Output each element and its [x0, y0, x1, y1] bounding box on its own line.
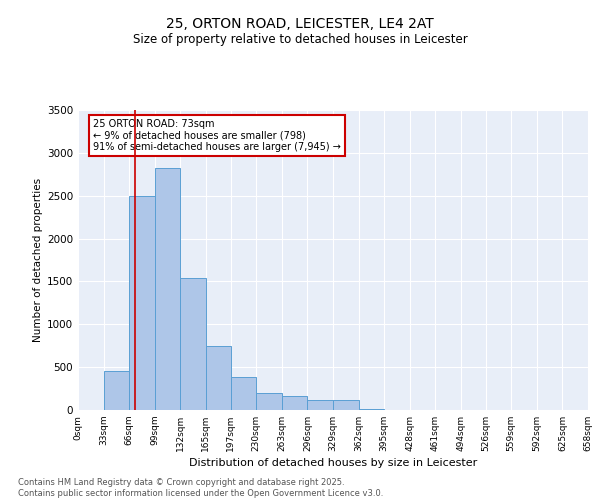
Text: Size of property relative to detached houses in Leicester: Size of property relative to detached ho… — [133, 32, 467, 46]
Bar — [206, 346, 230, 410]
Text: 25 ORTON ROAD: 73sqm
← 9% of detached houses are smaller (798)
91% of semi-detac: 25 ORTON ROAD: 73sqm ← 9% of detached ho… — [94, 119, 341, 152]
Text: Contains HM Land Registry data © Crown copyright and database right 2025.
Contai: Contains HM Land Registry data © Crown c… — [18, 478, 383, 498]
Bar — [155, 168, 181, 410]
Bar — [359, 409, 384, 410]
Bar — [230, 378, 256, 410]
Bar — [282, 396, 307, 410]
Y-axis label: Number of detached properties: Number of detached properties — [33, 178, 43, 342]
Bar — [181, 278, 206, 410]
Text: 25, ORTON ROAD, LEICESTER, LE4 2AT: 25, ORTON ROAD, LEICESTER, LE4 2AT — [166, 18, 434, 32]
Bar — [333, 400, 359, 410]
X-axis label: Distribution of detached houses by size in Leicester: Distribution of detached houses by size … — [189, 458, 477, 468]
Bar — [104, 372, 129, 410]
Bar — [256, 393, 282, 410]
Bar — [129, 196, 155, 410]
Bar — [307, 400, 333, 410]
